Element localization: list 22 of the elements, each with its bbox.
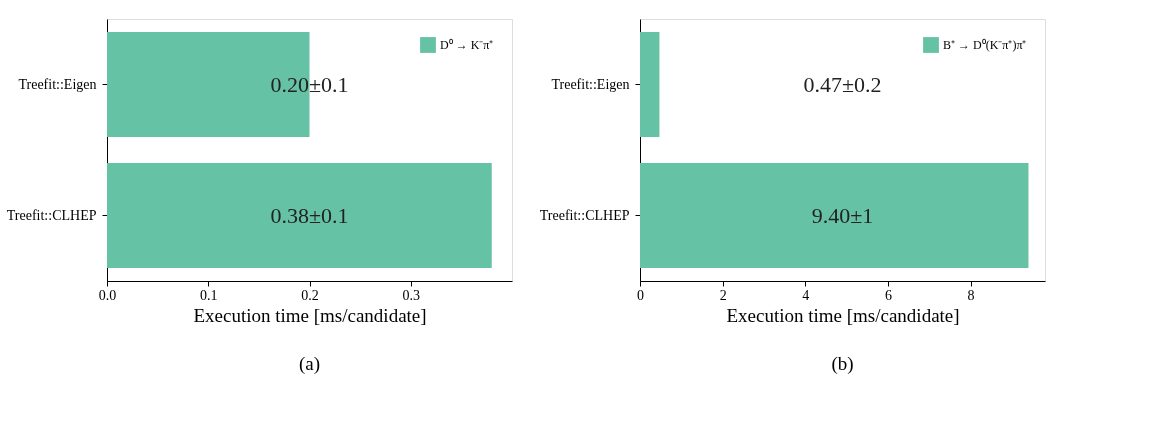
y-tick-label: Treefit::Eigen: [551, 76, 630, 92]
x-tick-label: 0.1: [200, 287, 218, 303]
data-label: 0.38±0.1: [270, 202, 349, 228]
y-tick-label: Treefit::CLHEP: [539, 207, 630, 223]
legend-label: B⁺ → D⁰(K⁻π⁺)π⁺: [943, 38, 1027, 52]
legend-label: D⁰ → K⁻π⁺: [440, 38, 494, 52]
x-tick-label: 0.3: [402, 287, 420, 303]
x-tick-label: 6: [884, 287, 892, 303]
x-tick-label: 4: [802, 287, 810, 303]
text: (b): [831, 353, 854, 375]
text: (a): [298, 353, 321, 375]
x-tick-label: 0.0: [98, 287, 117, 303]
data-label: 0.47±0.2: [803, 71, 882, 97]
y-tick-label: Treefit::Eigen: [18, 76, 97, 92]
x-axis-title: Execution time [ms/candidate]: [726, 304, 960, 326]
y-tick-label: Treefit::CLHEP: [6, 207, 97, 223]
x-tick-label: 0.2: [301, 287, 319, 303]
x-tick-label: 2: [719, 287, 727, 303]
x-axis-title: Execution time [ms/candidate]: [193, 304, 427, 326]
x-tick-label: 8: [967, 287, 975, 303]
data-label: 9.40±1: [811, 202, 874, 228]
x-tick-label: 0: [637, 287, 644, 303]
